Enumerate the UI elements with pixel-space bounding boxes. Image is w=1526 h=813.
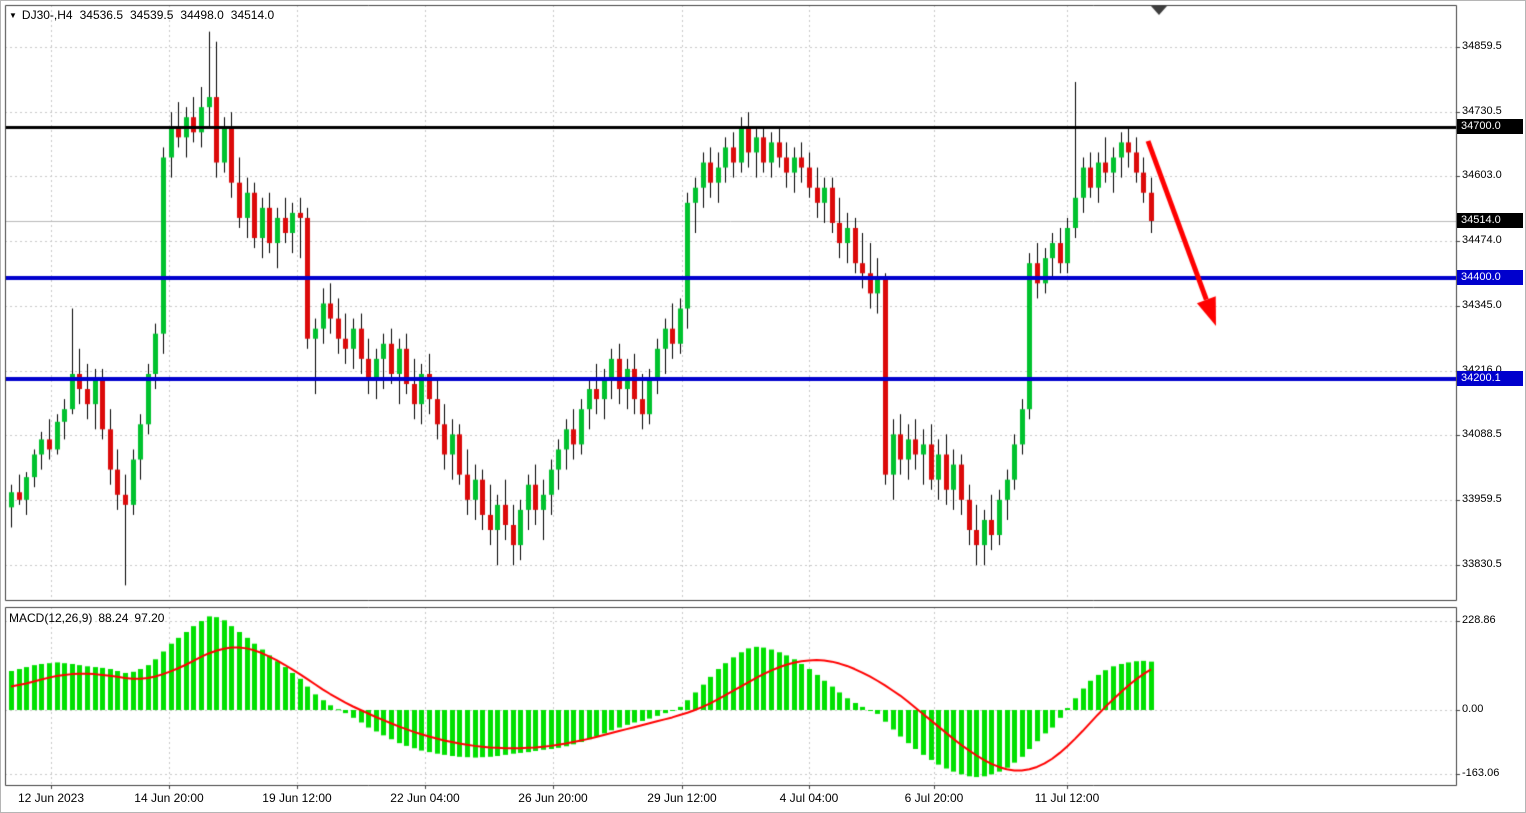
current-price-line-badge[interactable]: 34514.0 [1457, 212, 1523, 228]
time-axis-tick: 12 Jun 2023 [17, 791, 85, 805]
resistance-line-34700-badge[interactable]: 34700.0 [1457, 119, 1523, 135]
macd-name: MACD(12,26,9) [9, 611, 93, 625]
price-axis-tick: 34859.5 [1462, 40, 1502, 52]
time-axis-tick: 19 Jun 12:00 [262, 791, 332, 805]
time-axis-tick: 11 Jul 12:00 [1034, 791, 1100, 805]
price-axis-tick: 33830.5 [1462, 558, 1502, 570]
time-axis-tick: 6 Jul 20:00 [904, 791, 964, 805]
price-axis-tick: 34088.5 [1462, 428, 1502, 441]
support-line-34200-badge[interactable]: 34200.1 [1457, 370, 1523, 386]
macd-indicator-label: MACD(12,26,9) 88.24 97.20 [9, 611, 164, 625]
macd-axis-tick: 228.86 [1462, 613, 1496, 626]
macd-axis-tick: 0.00 [1462, 703, 1484, 715]
time-axis-tick: 26 Jun 20:00 [518, 791, 588, 805]
price-axis[interactable]: 34859.5 34730.5 34603.0 34474.0 34345.0 34216… [1457, 1, 1525, 785]
price-axis-tick: 34603.0 [1462, 169, 1502, 182]
price-axis-tick: 34345.0 [1462, 299, 1502, 311]
macd-axis-tick: -163.06 [1462, 766, 1500, 779]
time-axis-tick: 14 Jun 20:00 [134, 791, 204, 805]
price-axis-tick: 33959.5 [1462, 493, 1502, 506]
symbol-timeframe-label: DJ30-,H4 [21, 8, 73, 22]
time-axis[interactable]: 12 Jun 2023 14 Jun 20:00 19 Jun 12:00 22 Ju… [1, 785, 1525, 812]
ohlc-open: 34536.5 [79, 8, 123, 22]
ohlc-close: 34514.0 [230, 8, 275, 22]
symbol-dropdown-icon[interactable]: ▼ [9, 11, 17, 20]
macd-value-signal: 97.20 [134, 611, 165, 625]
ohlc-high: 34539.5 [130, 8, 174, 22]
time-axis-tick: 4 Jul 04:00 [779, 791, 839, 805]
symbol-info: ▼ DJ30-,H4 34536.5 34539.5 34498.0 34514.0 [9, 8, 274, 22]
support-line-34400-badge[interactable]: 34400.0 [1457, 270, 1523, 286]
time-axis-tick: 29 Jun 12:00 [647, 791, 717, 805]
ohlc-low: 34498.0 [180, 8, 224, 22]
price-axis-tick: 34730.5 [1462, 104, 1502, 117]
time-axis-tick: 22 Jun 04:00 [390, 791, 460, 805]
macd-value-main: 88.24 [98, 611, 129, 625]
price-axis-tick: 34474.0 [1462, 234, 1502, 247]
